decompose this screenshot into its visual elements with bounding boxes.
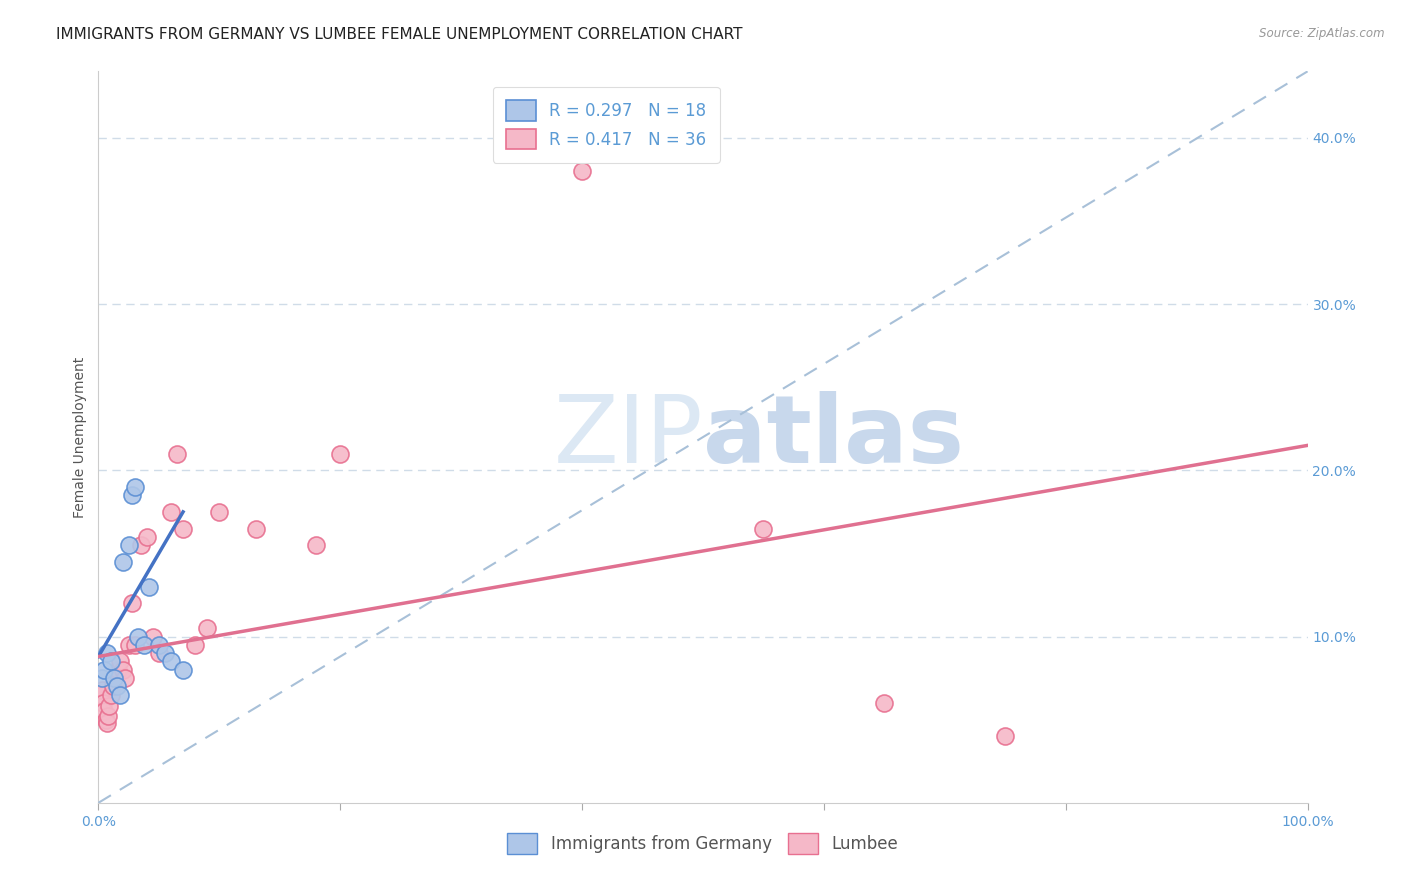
Point xyxy=(93,705,115,719)
Point xyxy=(305,538,328,552)
Point xyxy=(118,538,141,552)
Point xyxy=(111,663,134,677)
Point xyxy=(108,688,131,702)
Text: atlas: atlas xyxy=(703,391,965,483)
Point xyxy=(142,630,165,644)
Point xyxy=(195,621,218,635)
Point xyxy=(135,530,157,544)
Point xyxy=(105,680,128,694)
Point xyxy=(124,480,146,494)
Point xyxy=(103,671,125,685)
Point xyxy=(208,505,231,519)
Point xyxy=(91,682,114,697)
Point xyxy=(245,521,267,535)
Point xyxy=(100,688,122,702)
Point xyxy=(160,655,183,669)
Point xyxy=(91,696,114,710)
Point xyxy=(108,655,131,669)
Point xyxy=(96,716,118,731)
Point xyxy=(127,630,149,644)
Point xyxy=(107,663,129,677)
Point xyxy=(129,538,152,552)
Legend: Immigrants from Germany, Lumbee: Immigrants from Germany, Lumbee xyxy=(501,827,905,860)
Point xyxy=(91,671,114,685)
Point xyxy=(184,638,207,652)
Point xyxy=(97,709,120,723)
Point xyxy=(101,680,124,694)
Point xyxy=(89,692,111,706)
Point xyxy=(121,488,143,502)
Point xyxy=(90,688,112,702)
Point xyxy=(96,646,118,660)
Point xyxy=(104,671,127,685)
Y-axis label: Female Unemployment: Female Unemployment xyxy=(73,357,87,517)
Point xyxy=(134,638,156,652)
Point xyxy=(571,164,593,178)
Point xyxy=(100,655,122,669)
Point xyxy=(118,638,141,652)
Point xyxy=(111,555,134,569)
Point xyxy=(94,713,117,727)
Text: ZIP: ZIP xyxy=(554,391,703,483)
Point xyxy=(166,447,188,461)
Point xyxy=(138,580,160,594)
Point xyxy=(114,671,136,685)
Point xyxy=(121,596,143,610)
Point xyxy=(98,699,121,714)
Text: Source: ZipAtlas.com: Source: ZipAtlas.com xyxy=(1260,27,1385,40)
Point xyxy=(172,521,194,535)
Point xyxy=(873,696,896,710)
Point xyxy=(160,505,183,519)
Point xyxy=(994,729,1017,743)
Point xyxy=(148,646,170,660)
Point xyxy=(172,663,194,677)
Text: IMMIGRANTS FROM GERMANY VS LUMBEE FEMALE UNEMPLOYMENT CORRELATION CHART: IMMIGRANTS FROM GERMANY VS LUMBEE FEMALE… xyxy=(56,27,742,42)
Point xyxy=(93,663,115,677)
Point xyxy=(153,646,176,660)
Point xyxy=(124,638,146,652)
Point xyxy=(329,447,352,461)
Point xyxy=(148,638,170,652)
Point xyxy=(752,521,775,535)
